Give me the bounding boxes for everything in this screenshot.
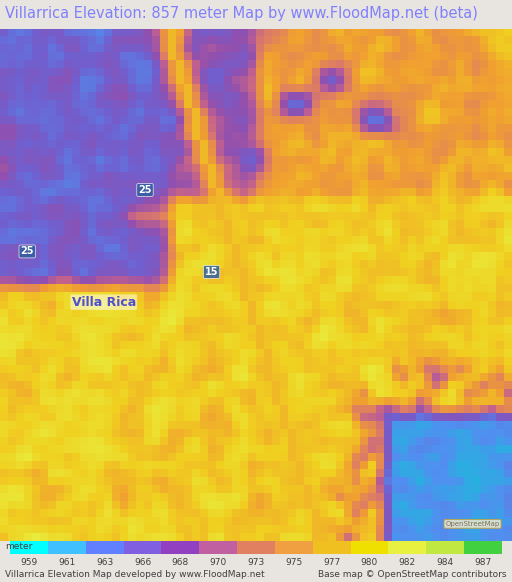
Text: OpenStreetMap: OpenStreetMap bbox=[445, 521, 500, 527]
Text: Villarrica Elevation: 857 meter Map by www.FloodMap.net (beta): Villarrica Elevation: 857 meter Map by w… bbox=[5, 6, 478, 20]
FancyBboxPatch shape bbox=[10, 541, 48, 554]
Text: meter: meter bbox=[5, 542, 32, 551]
FancyBboxPatch shape bbox=[313, 541, 351, 554]
FancyBboxPatch shape bbox=[426, 541, 464, 554]
FancyBboxPatch shape bbox=[123, 541, 161, 554]
FancyBboxPatch shape bbox=[351, 541, 389, 554]
FancyBboxPatch shape bbox=[237, 541, 275, 554]
Text: 973: 973 bbox=[247, 558, 265, 566]
Text: 984: 984 bbox=[437, 558, 454, 566]
Text: 25: 25 bbox=[20, 246, 34, 257]
Text: 975: 975 bbox=[285, 558, 303, 566]
Text: 987: 987 bbox=[474, 558, 492, 566]
Text: 966: 966 bbox=[134, 558, 151, 566]
FancyBboxPatch shape bbox=[464, 541, 502, 554]
FancyBboxPatch shape bbox=[48, 541, 86, 554]
Text: 961: 961 bbox=[58, 558, 75, 566]
FancyBboxPatch shape bbox=[86, 541, 123, 554]
Text: 968: 968 bbox=[172, 558, 189, 566]
FancyBboxPatch shape bbox=[161, 541, 199, 554]
Text: 982: 982 bbox=[399, 558, 416, 566]
FancyBboxPatch shape bbox=[275, 541, 313, 554]
Text: 25: 25 bbox=[138, 185, 152, 195]
Text: Base map © OpenStreetMap contributors: Base map © OpenStreetMap contributors bbox=[318, 570, 507, 579]
Text: Villarrica Elevation Map developed by www.FloodMap.net: Villarrica Elevation Map developed by ww… bbox=[5, 570, 265, 579]
Text: 977: 977 bbox=[323, 558, 340, 566]
Text: 959: 959 bbox=[20, 558, 38, 566]
FancyBboxPatch shape bbox=[389, 541, 426, 554]
Text: 970: 970 bbox=[209, 558, 227, 566]
Text: 980: 980 bbox=[361, 558, 378, 566]
Text: Villa Rica: Villa Rica bbox=[72, 296, 136, 308]
FancyBboxPatch shape bbox=[199, 541, 237, 554]
Text: 15: 15 bbox=[205, 267, 218, 277]
Text: 963: 963 bbox=[96, 558, 113, 566]
